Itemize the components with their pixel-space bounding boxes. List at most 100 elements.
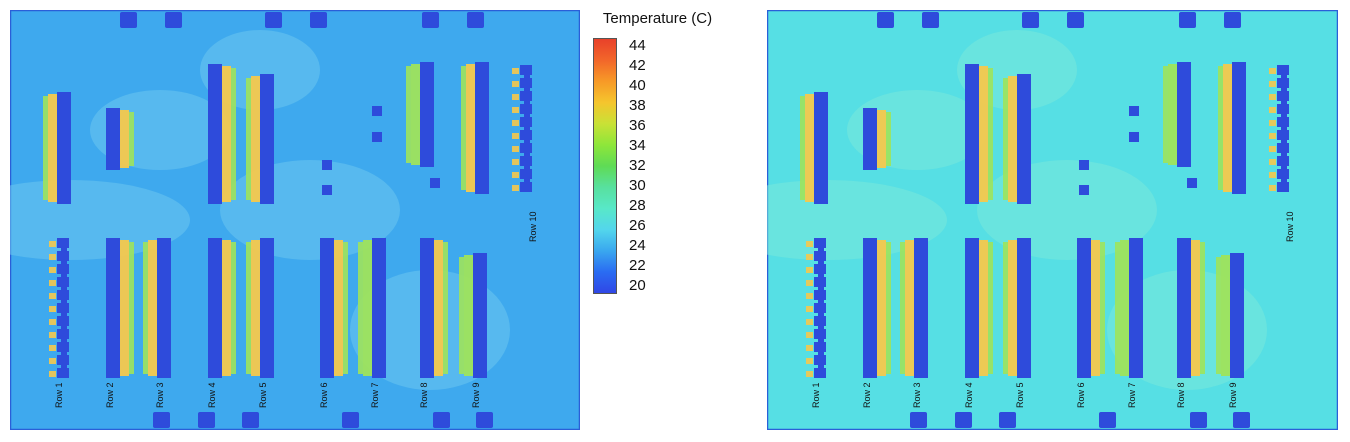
row-label-10: Row 10 [1285, 211, 1295, 242]
lower-row-6-warm-band [343, 242, 348, 374]
legend-tick-44: 44 [629, 37, 646, 54]
lower-row-1-tooth-hot [806, 293, 813, 299]
legend-tick-42: 42 [629, 57, 646, 74]
legend-tick-30: 30 [629, 177, 646, 194]
upper-row-10-tooth-hot [1269, 146, 1276, 152]
lower-row-1-tooth-hot [49, 319, 56, 325]
upper-row-10-tooth-hot [512, 94, 519, 100]
crac-unit-bottom [955, 412, 972, 428]
row-label-9: Row 9 [1228, 382, 1238, 408]
small-unit-e [1187, 178, 1197, 188]
upper-row-4-rack [965, 64, 979, 204]
crac-unit-top [922, 12, 939, 28]
lower-row-5-rack [1017, 238, 1031, 378]
lower-row-1-tooth-hot [49, 358, 56, 364]
lower-row-8-rack [420, 238, 434, 378]
lower-row-8-warm-band [443, 242, 448, 374]
upper-row-9-rack [475, 62, 489, 194]
right-temperature-plot: Row 1 Row 2 Row 3 Row 4 Row 5 Row 6 Row 7 Row 8… [767, 10, 1338, 430]
row-label-4: Row 4 [964, 382, 974, 408]
crac-unit-bottom [999, 412, 1016, 428]
lower-row-9-rack [1230, 253, 1244, 378]
small-unit-b [1079, 185, 1089, 195]
upper-row-10-tooth-hot [1269, 185, 1276, 191]
lower-row-8-warm-band [1200, 242, 1205, 374]
upper-row-2-rack [863, 108, 877, 170]
legend-color-bar [593, 38, 617, 294]
upper-row-5-hot-band [251, 76, 260, 202]
lower-row-6-warm-band [1100, 242, 1105, 374]
crac-unit-top [120, 12, 137, 28]
legend-tick-32: 32 [629, 157, 646, 174]
small-unit-d [372, 132, 382, 142]
lower-row-7-warm-band [358, 242, 363, 374]
row-label-6: Row 6 [1076, 382, 1086, 408]
row-label-2: Row 2 [105, 382, 115, 408]
lower-row-8-hot-band [434, 240, 443, 376]
lower-row-1-tooth-hot [806, 332, 813, 338]
upper-row-2-hot-band [120, 110, 129, 168]
lower-row-9-warm-band [459, 257, 464, 374]
crac-unit-bottom [476, 412, 493, 428]
lower-row-8-rack [1177, 238, 1191, 378]
lower-row-6-rack [1077, 238, 1091, 378]
upper-row-2-warm-band [886, 112, 891, 166]
lower-row-1-tooth-hot [49, 345, 56, 351]
lower-row-2-hot-band [120, 240, 129, 376]
lower-row-1-tooth-hot [49, 306, 56, 312]
upper-row-8-hot-band [411, 64, 420, 165]
lower-row-2-rack [863, 238, 877, 378]
lower-row-1-tooth-hot [806, 345, 813, 351]
upper-row-5-rack [260, 74, 274, 204]
lower-row-1-tooth-hot [806, 254, 813, 260]
upper-row-10-tooth-hot [1269, 94, 1276, 100]
row-label-5: Row 5 [1015, 382, 1025, 408]
lower-row-1-tooth-hot [49, 293, 56, 299]
upper-row-4-warm-band [231, 68, 236, 200]
lower-row-5-hot-band [251, 240, 260, 376]
upper-row-4-hot-band [222, 66, 231, 202]
lower-row-1-tooth-hot [806, 371, 813, 377]
lower-row-1-tooth-hot [49, 371, 56, 377]
upper-row-5-rack [1017, 74, 1031, 204]
upper-row-10-tooth-hot [1269, 120, 1276, 126]
lower-row-1-tooth-hot [806, 306, 813, 312]
lower-row-4-rack [208, 238, 222, 378]
small-unit-c [1129, 106, 1139, 116]
upper-row-8-hot-band [1168, 64, 1177, 165]
lower-row-5-hot-band [1008, 240, 1017, 376]
row-label-3: Row 3 [912, 382, 922, 408]
legend-tick-36: 36 [629, 117, 646, 134]
crac-unit-top [310, 12, 327, 28]
crac-unit-top [1179, 12, 1196, 28]
crac-unit-bottom [342, 412, 359, 428]
lower-row-9-warm-band [1216, 257, 1221, 374]
lower-row-2-hot-band [877, 240, 886, 376]
upper-row-10-tooth-hot [512, 68, 519, 74]
small-unit-e [430, 178, 440, 188]
lower-row-7-hot-band [363, 240, 372, 376]
row-label-7: Row 7 [1127, 382, 1137, 408]
lower-row-6-hot-band [334, 240, 343, 376]
legend-tick-26: 26 [629, 217, 646, 234]
upper-row-9-hot-band [466, 64, 475, 192]
upper-row-9-warm-band [1218, 66, 1223, 190]
crac-unit-top [422, 12, 439, 28]
lower-row-1-tooth-hot [806, 280, 813, 286]
upper-row-8-warm-band [406, 66, 411, 163]
legend-tick-34: 34 [629, 137, 646, 154]
row-label-6: Row 6 [319, 382, 329, 408]
crac-unit-top [1067, 12, 1084, 28]
temperature-legend: Temperature (C) 44 42 40 38 36 34 32 30 … [585, 10, 730, 300]
lower-row-1-spine [61, 238, 67, 378]
lower-row-1-tooth-hot [49, 267, 56, 273]
row-label-10: Row 10 [528, 211, 538, 242]
lower-row-9-hot-band [464, 255, 473, 376]
upper-row-1-rack [814, 92, 828, 204]
lower-row-1-tooth-hot [49, 241, 56, 247]
lower-row-4-hot-band [222, 240, 231, 376]
upper-row-10-spine [524, 65, 530, 192]
lower-row-8-hot-band [1191, 240, 1200, 376]
upper-row-4-hot-band [979, 66, 988, 202]
upper-row-4-rack [208, 64, 222, 204]
